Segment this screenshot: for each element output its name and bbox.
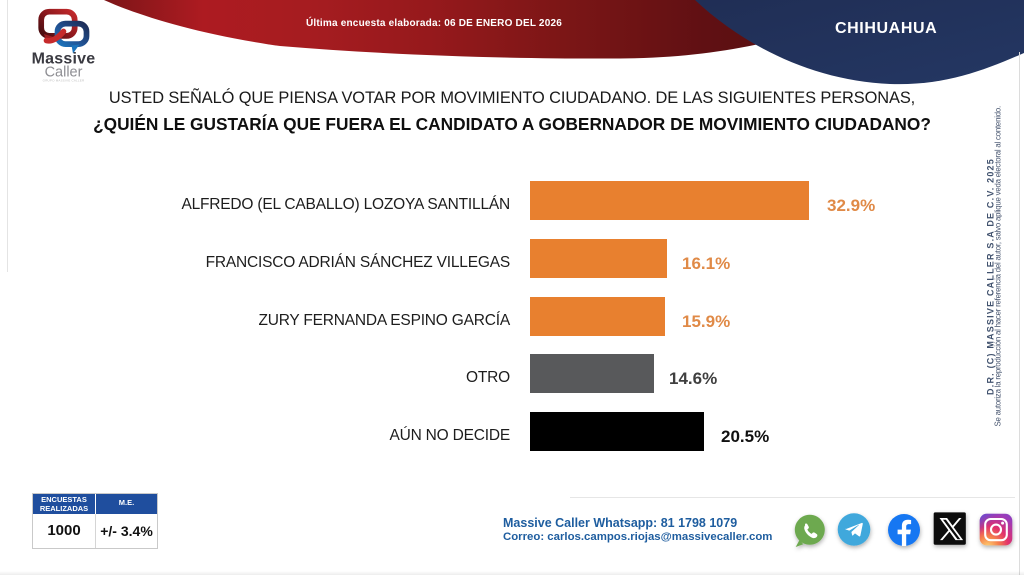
svg-text:Massive: Massive [32,51,96,68]
svg-text:GRUPO MASSIVE CALLER: GRUPO MASSIVE CALLER [43,79,85,83]
svg-text:Caller: Caller [45,65,83,81]
